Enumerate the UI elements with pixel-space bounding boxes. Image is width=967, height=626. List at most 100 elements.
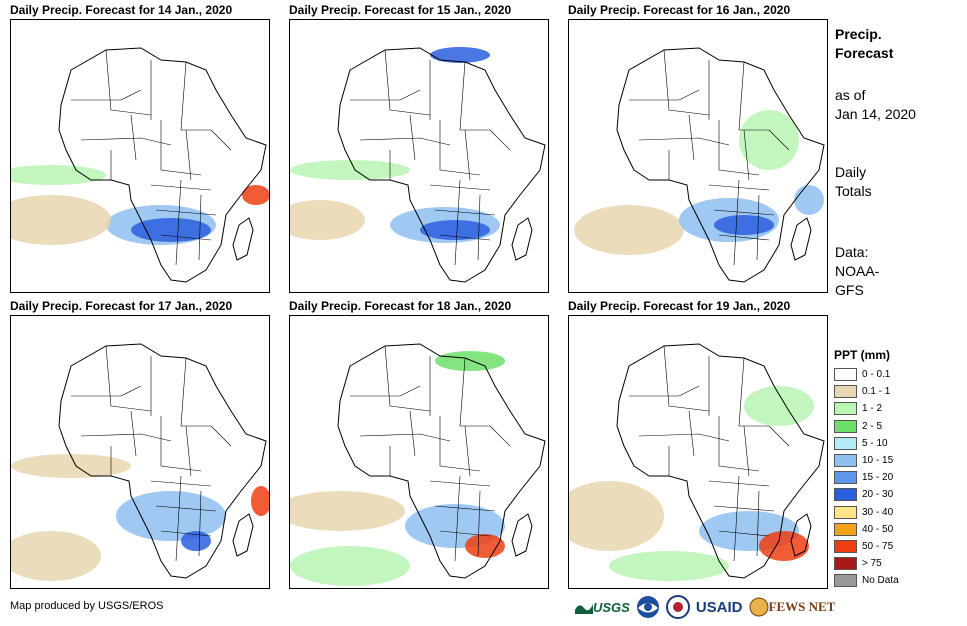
data-line-3: GFS bbox=[835, 282, 864, 298]
country-border bbox=[80, 433, 172, 442]
country-border bbox=[477, 490, 481, 557]
legend-label: 50 - 75 bbox=[862, 540, 894, 552]
legend-label: > 75 bbox=[862, 558, 882, 570]
country-border bbox=[71, 89, 142, 101]
legend-item: 0 - 0.1 bbox=[834, 366, 899, 383]
country-border bbox=[439, 530, 491, 537]
legend-label: 30 - 40 bbox=[862, 506, 894, 518]
country-border bbox=[756, 490, 760, 557]
precip-map bbox=[289, 19, 549, 293]
country-border bbox=[768, 129, 790, 151]
legend-item: 30 - 40 bbox=[834, 504, 899, 521]
precip-area bbox=[290, 546, 410, 586]
country-border bbox=[489, 425, 511, 447]
precip-map bbox=[568, 19, 828, 293]
country-border bbox=[464, 425, 471, 477]
legend-swatch bbox=[834, 436, 857, 450]
country-border bbox=[160, 234, 212, 241]
country-border bbox=[434, 505, 496, 512]
totals-line-2: Totals bbox=[835, 183, 872, 199]
legend-swatch bbox=[834, 488, 857, 502]
data-line-2: NOAA- bbox=[835, 263, 880, 279]
usaid-seal-icon bbox=[665, 595, 690, 619]
legend-item: 50 - 75 bbox=[834, 538, 899, 555]
precip-area bbox=[794, 185, 824, 215]
country-border bbox=[743, 129, 750, 181]
country-border bbox=[180, 357, 211, 427]
country-border bbox=[733, 179, 740, 266]
country-border bbox=[459, 61, 490, 131]
country-border bbox=[439, 120, 481, 176]
country-border bbox=[459, 357, 490, 427]
legend-item: 0.1 - 1 bbox=[834, 383, 899, 400]
precip-area bbox=[290, 491, 405, 531]
country-border bbox=[429, 480, 491, 487]
legend-label: 0 - 0.1 bbox=[862, 369, 891, 381]
country-border bbox=[105, 345, 152, 412]
precip-area bbox=[435, 351, 505, 371]
legend-item: 5 - 10 bbox=[834, 435, 899, 452]
country-border bbox=[434, 209, 496, 216]
legend-swatch bbox=[834, 557, 857, 571]
country-border bbox=[175, 179, 182, 266]
country-border bbox=[155, 209, 217, 216]
side-asof: as of Jan 14, 2020 bbox=[835, 86, 916, 124]
country-border bbox=[198, 194, 202, 261]
country-border bbox=[756, 194, 760, 261]
precip-area bbox=[420, 220, 490, 240]
country-border bbox=[185, 425, 192, 477]
country-border bbox=[454, 475, 461, 562]
precip-area bbox=[290, 160, 410, 180]
precip-area bbox=[430, 47, 490, 63]
panel-title: Daily Precip. Forecast for 17 Jan., 2020 bbox=[10, 299, 233, 313]
country-border bbox=[180, 61, 211, 131]
usaid-logo-text: USAID bbox=[695, 598, 743, 616]
legend-label: No Data bbox=[862, 575, 899, 587]
country-border bbox=[439, 416, 481, 472]
country-border bbox=[708, 184, 770, 191]
country-border bbox=[185, 129, 192, 181]
legend-title: PPT (mm) bbox=[834, 348, 891, 362]
africa-outline bbox=[58, 343, 267, 579]
country-border bbox=[160, 120, 202, 176]
country-border bbox=[733, 475, 740, 562]
country-border bbox=[150, 480, 212, 487]
precip-area bbox=[574, 205, 684, 255]
legend-item: 40 - 50 bbox=[834, 521, 899, 538]
legend-label: 1 - 2 bbox=[862, 403, 883, 415]
africa-outline bbox=[58, 47, 267, 283]
country-border bbox=[768, 425, 790, 447]
country-border bbox=[409, 410, 416, 457]
country-border bbox=[663, 49, 710, 116]
side-heading: Precip. Forecast bbox=[835, 25, 893, 63]
heading-line-2: Forecast bbox=[835, 45, 894, 61]
legend-swatch bbox=[834, 522, 857, 536]
precip-area bbox=[242, 185, 269, 205]
country-border bbox=[738, 357, 769, 427]
country-border bbox=[688, 114, 695, 161]
legend-item: 2 - 5 bbox=[834, 418, 899, 435]
country-border bbox=[718, 120, 760, 176]
legend-item: 1 - 2 bbox=[834, 400, 899, 417]
country-border bbox=[489, 129, 511, 151]
country-border bbox=[160, 416, 202, 472]
usgs-logo-text: USGS bbox=[593, 599, 630, 615]
legend-label: 15 - 20 bbox=[862, 472, 894, 484]
country-border bbox=[198, 490, 202, 557]
precip-map bbox=[568, 315, 828, 589]
legend-label: 20 - 30 bbox=[862, 489, 894, 501]
country-border bbox=[80, 137, 172, 146]
precip-area bbox=[569, 481, 664, 551]
legend-item: > 75 bbox=[834, 555, 899, 572]
asof-line-1: as of bbox=[835, 87, 866, 103]
legend-item: 10 - 15 bbox=[834, 452, 899, 469]
legend-item: 15 - 20 bbox=[834, 469, 899, 486]
legend-swatch bbox=[834, 505, 857, 519]
madagascar-outline bbox=[511, 217, 533, 261]
madagascar-outline bbox=[232, 513, 254, 557]
precip-area bbox=[11, 195, 111, 245]
legend-item: No Data bbox=[834, 572, 899, 589]
totals-line-1: Daily bbox=[835, 164, 867, 180]
country-border bbox=[71, 385, 142, 397]
precip-area bbox=[181, 531, 211, 551]
